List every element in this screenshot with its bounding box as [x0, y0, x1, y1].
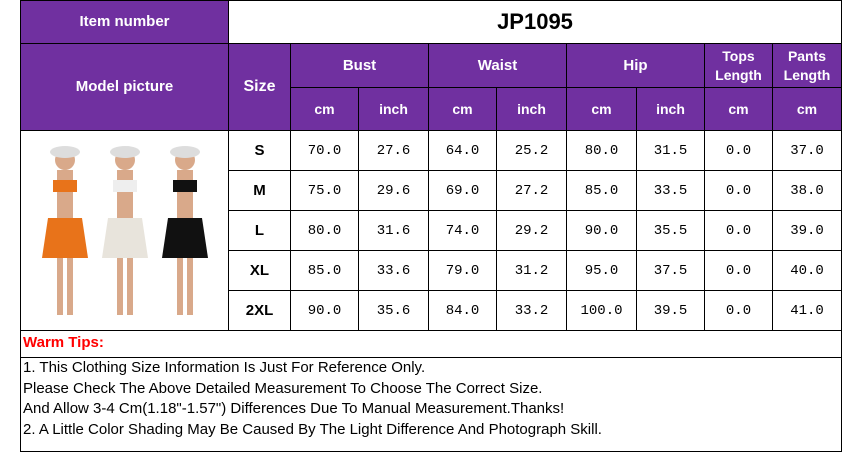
- value-cell: 29.2: [496, 210, 567, 251]
- size-cell: XL: [228, 250, 291, 291]
- value-cell: 100.0: [566, 290, 637, 331]
- value-cell: 79.0: [428, 250, 497, 291]
- model-cell: [20, 130, 229, 331]
- item-value: JP1095: [228, 0, 842, 44]
- model-label: Model picture: [20, 43, 229, 131]
- value-cell: 0.0: [704, 250, 773, 291]
- unit-header: cm: [704, 87, 773, 131]
- value-cell: 90.0: [566, 210, 637, 251]
- value-cell: 39.0: [772, 210, 842, 251]
- item-label: Item number: [20, 0, 229, 44]
- value-cell: 80.0: [566, 130, 637, 171]
- value-cell: 35.6: [358, 290, 429, 331]
- tip-line: Please Check The Above Detailed Measurem…: [23, 379, 543, 397]
- value-cell: 90.0: [290, 290, 359, 331]
- size-cell: S: [228, 130, 291, 171]
- value-cell: 33.2: [496, 290, 567, 331]
- value-cell: 29.6: [358, 170, 429, 211]
- size-cell: 2XL: [228, 290, 291, 331]
- value-cell: 25.2: [496, 130, 567, 171]
- value-cell: 85.0: [290, 250, 359, 291]
- value-cell: 41.0: [772, 290, 842, 331]
- size-cell: L: [228, 210, 291, 251]
- value-cell: 64.0: [428, 130, 497, 171]
- value-cell: 85.0: [566, 170, 637, 211]
- value-cell: 31.5: [636, 130, 705, 171]
- value-cell: 31.6: [358, 210, 429, 251]
- column-header: Bust: [290, 43, 429, 88]
- value-cell: 84.0: [428, 290, 497, 331]
- value-cell: 37.0: [772, 130, 842, 171]
- value-cell: 0.0: [704, 290, 773, 331]
- tip-line: 2. A Little Color Shading May Be Caused …: [23, 420, 602, 438]
- tips-header-cell: [20, 330, 842, 358]
- value-cell: 0.0: [704, 210, 773, 251]
- value-cell: 39.5: [636, 290, 705, 331]
- value-cell: 35.5: [636, 210, 705, 251]
- unit-header: cm: [566, 87, 637, 131]
- unit-header: inch: [496, 87, 567, 131]
- unit-header: cm: [290, 87, 359, 131]
- value-cell: 40.0: [772, 250, 842, 291]
- value-cell: 31.2: [496, 250, 567, 291]
- column-header: Waist: [428, 43, 567, 88]
- value-cell: 80.0: [290, 210, 359, 251]
- unit-header: inch: [358, 87, 429, 131]
- value-cell: 74.0: [428, 210, 497, 251]
- value-cell: 27.6: [358, 130, 429, 171]
- unit-header: cm: [772, 87, 842, 131]
- value-cell: 0.0: [704, 170, 773, 211]
- value-cell: 75.0: [290, 170, 359, 211]
- column-header: Pants Length: [772, 43, 842, 88]
- tip-line: 1. This Clothing Size Information Is Jus…: [23, 359, 426, 376]
- tip-line: And Allow 3-4 Cm(1.18"-1.57") Difference…: [23, 400, 565, 417]
- size-cell: M: [228, 170, 291, 211]
- value-cell: 27.2: [496, 170, 567, 211]
- value-cell: 70.0: [290, 130, 359, 171]
- column-header: Hip: [566, 43, 705, 88]
- unit-header: cm: [428, 87, 497, 131]
- tips-title: Warm Tips:: [23, 334, 104, 351]
- column-header: Tops Length: [704, 43, 773, 88]
- value-cell: 95.0: [566, 250, 637, 291]
- value-cell: 37.5: [636, 250, 705, 291]
- value-cell: 0.0: [704, 130, 773, 171]
- size-label: Size: [228, 43, 291, 131]
- value-cell: 33.6: [358, 250, 429, 291]
- value-cell: 38.0: [772, 170, 842, 211]
- value-cell: 69.0: [428, 170, 497, 211]
- model-picture: [42, 146, 208, 315]
- value-cell: 33.5: [636, 170, 705, 211]
- unit-header: inch: [636, 87, 705, 131]
